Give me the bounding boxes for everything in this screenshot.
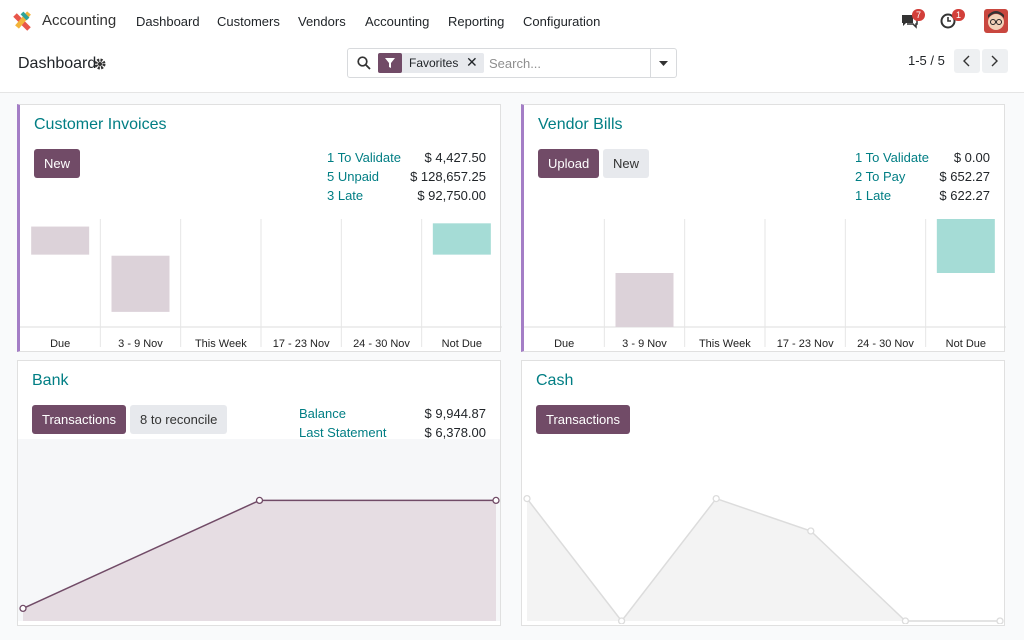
stat-label[interactable]: 2 To Pay — [855, 169, 906, 184]
stat-value: $ 128,657.25 — [410, 169, 486, 184]
card-button[interactable]: Transactions — [536, 405, 630, 434]
x-tick-label: This Week — [195, 338, 247, 350]
stat-value: $ 0.00 — [953, 150, 990, 165]
card-title[interactable]: Customer Invoices — [34, 116, 167, 133]
card-button[interactable]: Transactions — [32, 405, 126, 434]
stat-value: $ 4,427.50 — [424, 150, 486, 165]
line-chart — [523, 494, 1004, 624]
x-tick-label: 24 - 30 Nov — [353, 338, 410, 350]
card-button[interactable]: Upload — [538, 149, 600, 178]
search-input[interactable]: Search... — [489, 56, 542, 71]
user-avatar[interactable] — [984, 9, 1008, 33]
journal-card: Cash Transactions — [521, 360, 1005, 626]
search-icon — [357, 56, 371, 70]
point — [255, 496, 264, 505]
area — [527, 498, 1000, 621]
menu-item[interactable]: Customers — [217, 14, 280, 29]
bar — [432, 223, 491, 255]
journal-card: Customer Invoices New 1 To Validate $ 4,427… — [17, 104, 502, 352]
stat-label[interactable]: 3 Late — [327, 188, 364, 203]
stat-label[interactable]: 5 Unpaid — [327, 169, 380, 184]
stat-value: $ 622.27 — [939, 188, 990, 203]
search-toggle[interactable] — [650, 49, 677, 77]
menu-item[interactable]: Accounting — [365, 14, 430, 29]
x-tick-label: Due — [554, 338, 574, 350]
bar — [936, 219, 995, 273]
bar — [31, 226, 90, 255]
pager-prev[interactable] — [954, 49, 980, 73]
menu-item[interactable]: Dashboard — [136, 14, 200, 29]
search-bar: Favorites ✕ Search... — [347, 48, 677, 78]
journal-card: Vendor Bills Upload New 1 To Validate $ 0.00… — [521, 104, 1006, 352]
x-tick-label: 24 - 30 Nov — [857, 338, 914, 350]
line — [526, 497, 1000, 623]
app-logo — [13, 11, 31, 31]
menu-item[interactable]: Configuration — [523, 14, 601, 29]
bar-chart: Due 3 - 9 Nov This Week 17 - 23 Nov 24 - 30 … — [524, 219, 1006, 350]
gear-icon[interactable] — [94, 58, 106, 70]
navbar: Accounting 7 1 Dashboard Customers Vendors… — [0, 0, 1024, 42]
messages-badge: 7 — [912, 9, 926, 21]
app-name[interactable]: Accounting — [42, 12, 117, 29]
stat-value: $ 92,750.00 — [417, 188, 486, 203]
bar-chart: Due 3 - 9 Nov This Week 17 - 23 Nov 24 - 30 … — [20, 219, 502, 350]
menu-item[interactable]: Reporting — [448, 14, 505, 29]
stat-value: $ 9,944.87 — [424, 406, 486, 421]
x-tick-label: Not Due — [442, 338, 482, 350]
point — [617, 617, 626, 624]
x-tick-label: 17 - 23 Nov — [777, 338, 834, 350]
facet-label: Favorites — [409, 56, 459, 70]
point — [712, 494, 720, 503]
point — [807, 527, 815, 535]
x-tick-label: Due — [50, 338, 70, 350]
stat-label[interactable]: 1 To Validate — [855, 150, 929, 165]
search-facet[interactable]: Favorites ✕ — [378, 53, 484, 73]
stat-label[interactable]: 1 Late — [855, 188, 892, 203]
stat-label[interactable]: 1 To Validate — [327, 150, 401, 165]
area — [23, 500, 496, 621]
point — [901, 617, 910, 624]
facet-remove[interactable]: ✕ — [466, 54, 478, 70]
line-chart — [18, 439, 500, 621]
pager-next[interactable] — [982, 49, 1008, 73]
activities-badge: 1 — [952, 9, 966, 21]
point — [492, 496, 500, 505]
stat-value: $ 6,378.00 — [424, 425, 486, 440]
journal-card: Bank Transactions 8 to reconcile Balance $ 9… — [17, 360, 501, 626]
stat-label[interactable]: Balance — [299, 406, 346, 421]
card-title[interactable]: Vendor Bills — [538, 116, 623, 133]
card-button[interactable]: 8 to reconcile — [130, 405, 228, 434]
x-tick-label: 17 - 23 Nov — [273, 338, 330, 350]
x-tick-label: 3 - 9 Nov — [118, 338, 163, 350]
x-tick-label: This Week — [699, 338, 751, 350]
x-tick-label: 3 - 9 Nov — [622, 338, 667, 350]
point — [19, 604, 27, 613]
point — [523, 494, 531, 503]
point — [996, 617, 1004, 624]
breadcrumb-title: Dashboard — [18, 55, 97, 72]
stat-value: $ 652.27 — [939, 169, 990, 184]
x-tick-label: Not Due — [946, 338, 986, 350]
bar — [111, 255, 170, 312]
stat-label[interactable]: Last Statement — [299, 425, 387, 440]
activities-icon[interactable] — [940, 12, 958, 30]
card-button[interactable]: New — [34, 149, 81, 178]
card-title[interactable]: Bank — [32, 372, 69, 389]
pager-value: 1-5 / 5 — [908, 53, 945, 68]
card-button[interactable]: New — [603, 149, 650, 178]
menu-item[interactable]: Vendors — [298, 14, 346, 29]
card-title[interactable]: Cash — [536, 372, 574, 389]
control-panel: Dashboard Favorites ✕ Search... 1-5 / 5 — [0, 42, 1024, 93]
bar — [615, 273, 674, 327]
